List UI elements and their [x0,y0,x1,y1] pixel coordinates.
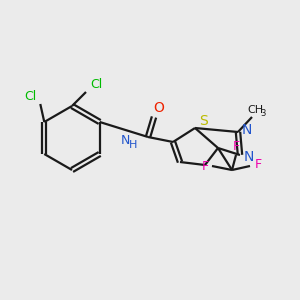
Text: N: N [121,134,130,147]
Text: F: F [254,158,262,170]
Text: CH: CH [247,105,263,115]
Text: F: F [201,160,208,172]
Text: O: O [154,101,164,115]
Text: H: H [129,140,137,151]
Text: Cl: Cl [24,89,36,103]
Text: N: N [244,150,254,164]
Text: 3: 3 [260,110,266,118]
Text: S: S [199,114,207,128]
Text: N: N [242,123,252,137]
Text: Cl: Cl [90,79,102,92]
Text: F: F [232,140,240,152]
